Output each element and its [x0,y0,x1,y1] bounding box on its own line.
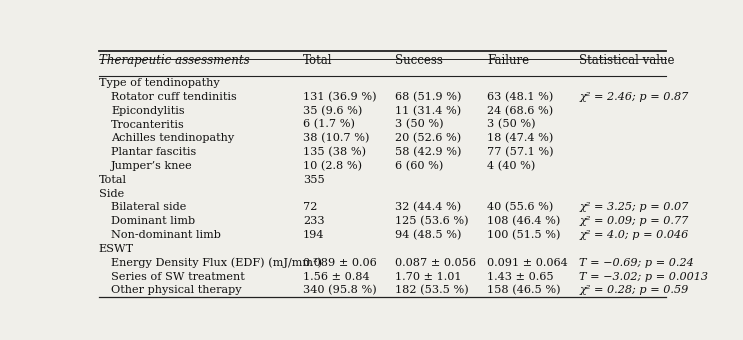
Text: χ² = 0.09; p = 0.77: χ² = 0.09; p = 0.77 [580,216,689,226]
Text: 68 (51.9 %): 68 (51.9 %) [395,92,461,102]
Text: 63 (48.1 %): 63 (48.1 %) [487,92,554,102]
Text: 58 (42.9 %): 58 (42.9 %) [395,147,461,157]
Text: 20 (52.6 %): 20 (52.6 %) [395,133,461,143]
Text: T = −0.69; p = 0.24: T = −0.69; p = 0.24 [580,258,694,268]
Text: Non-dominant limb: Non-dominant limb [111,230,221,240]
Text: Other physical therapy: Other physical therapy [111,286,242,295]
Text: Dominant limb: Dominant limb [111,216,195,226]
Text: χ² = 2.46; p = 0.87: χ² = 2.46; p = 0.87 [580,92,689,102]
Text: Total: Total [303,54,333,67]
Text: 233: 233 [303,216,325,226]
Text: 3 (50 %): 3 (50 %) [487,119,536,130]
Text: Rotator cuff tendinitis: Rotator cuff tendinitis [111,92,237,102]
Text: Type of tendinopathy: Type of tendinopathy [99,78,219,88]
Text: 94 (48.5 %): 94 (48.5 %) [395,230,461,240]
Text: χ² = 3.25; p = 0.07: χ² = 3.25; p = 0.07 [580,203,689,212]
Text: 38 (10.7 %): 38 (10.7 %) [303,133,369,143]
Text: Statistical value: Statistical value [580,54,675,67]
Text: Bilateral side: Bilateral side [111,203,186,212]
Text: 32 (44.4 %): 32 (44.4 %) [395,202,461,212]
Text: Total: Total [99,175,126,185]
Text: 6 (60 %): 6 (60 %) [395,161,444,171]
Text: 0.089 ± 0.06: 0.089 ± 0.06 [303,258,377,268]
Text: 11 (31.4 %): 11 (31.4 %) [395,105,461,116]
Text: Achilles tendinopathy: Achilles tendinopathy [111,133,235,143]
Text: 24 (68.6 %): 24 (68.6 %) [487,105,554,116]
Text: Success: Success [395,54,443,67]
Text: Trocanteritis: Trocanteritis [111,120,185,130]
Text: 3 (50 %): 3 (50 %) [395,119,444,130]
Text: 100 (51.5 %): 100 (51.5 %) [487,230,561,240]
Text: 0.091 ± 0.064: 0.091 ± 0.064 [487,258,568,268]
Text: 77 (57.1 %): 77 (57.1 %) [487,147,554,157]
Text: 1.56 ± 0.84: 1.56 ± 0.84 [303,272,370,282]
Text: Energy Density Flux (EDF) (mJ/mm²): Energy Density Flux (EDF) (mJ/mm²) [111,257,322,268]
Text: Series of SW treatment: Series of SW treatment [111,272,245,282]
Text: 40 (55.6 %): 40 (55.6 %) [487,202,554,212]
Text: T = −3.02; p = 0.0013: T = −3.02; p = 0.0013 [580,272,708,282]
Text: Therapeutic assessments: Therapeutic assessments [99,54,249,67]
Text: 6 (1.7 %): 6 (1.7 %) [303,119,355,130]
Text: Jumper’s knee: Jumper’s knee [111,161,193,171]
Text: 135 (38 %): 135 (38 %) [303,147,366,157]
Text: Epicondylitis: Epicondylitis [111,106,185,116]
Text: 0.087 ± 0.056: 0.087 ± 0.056 [395,258,476,268]
Text: 1.43 ± 0.65: 1.43 ± 0.65 [487,272,554,282]
Text: 131 (36.9 %): 131 (36.9 %) [303,92,377,102]
Text: ESWT: ESWT [99,244,134,254]
Text: Plantar fascitis: Plantar fascitis [111,147,197,157]
Text: χ² = 0.28; p = 0.59: χ² = 0.28; p = 0.59 [580,286,689,295]
Text: 108 (46.4 %): 108 (46.4 %) [487,216,561,226]
Text: 1.70 ± 1.01: 1.70 ± 1.01 [395,272,461,282]
Text: 158 (46.5 %): 158 (46.5 %) [487,285,561,295]
Text: 355: 355 [303,175,325,185]
Text: 35 (9.6 %): 35 (9.6 %) [303,105,363,116]
Text: Failure: Failure [487,54,530,67]
Text: 125 (53.6 %): 125 (53.6 %) [395,216,469,226]
Text: χ² = 4.0; p = 0.046: χ² = 4.0; p = 0.046 [580,230,689,240]
Text: 72: 72 [303,203,317,212]
Text: 182 (53.5 %): 182 (53.5 %) [395,285,469,295]
Text: 340 (95.8 %): 340 (95.8 %) [303,285,377,295]
Text: 18 (47.4 %): 18 (47.4 %) [487,133,554,143]
Text: 4 (40 %): 4 (40 %) [487,161,536,171]
Text: 10 (2.8 %): 10 (2.8 %) [303,161,362,171]
Text: 194: 194 [303,230,325,240]
Text: Side: Side [99,189,124,199]
